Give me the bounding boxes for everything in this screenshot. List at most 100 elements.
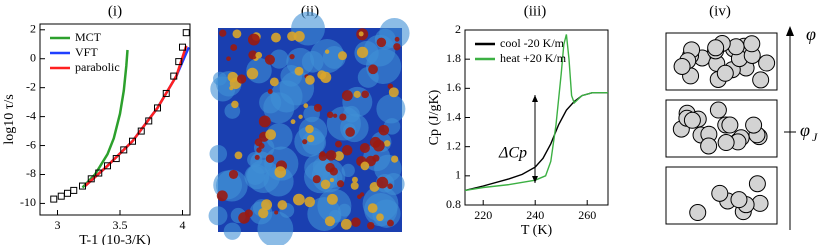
data-point — [70, 186, 78, 194]
blob — [387, 83, 394, 90]
blob — [306, 134, 315, 143]
data-point — [179, 43, 186, 51]
particle — [716, 64, 734, 82]
arrow-head — [532, 176, 538, 183]
blob — [329, 178, 334, 183]
legend-label: VFT — [75, 45, 98, 59]
blob — [267, 88, 273, 94]
blob — [334, 151, 344, 161]
annotation: ΔCp — [498, 145, 527, 162]
blob — [311, 158, 346, 193]
data-point — [182, 29, 190, 37]
series-line — [464, 34, 608, 192]
blob — [367, 203, 378, 214]
blob — [274, 210, 279, 215]
y-tick-label: 1.8 — [446, 51, 461, 65]
blob — [294, 66, 304, 76]
particle — [721, 116, 739, 134]
blob — [312, 175, 321, 184]
blob — [382, 173, 405, 196]
blob — [257, 211, 294, 247]
phi-j-label: φ — [800, 120, 810, 140]
data-point — [145, 117, 153, 125]
blob — [359, 142, 370, 153]
blob — [345, 127, 355, 137]
blob — [304, 196, 316, 208]
blob — [376, 94, 406, 124]
arrow-head — [786, 26, 794, 36]
blob — [333, 113, 338, 118]
blob — [391, 155, 399, 163]
blob — [216, 190, 228, 202]
blob — [372, 199, 401, 228]
blob — [264, 54, 275, 65]
blob — [313, 103, 322, 112]
blob — [324, 216, 336, 227]
blob — [271, 32, 281, 43]
blob — [236, 74, 247, 84]
blob — [325, 162, 335, 173]
y-tick-label: 1.4 — [446, 109, 461, 123]
box — [665, 32, 778, 91]
blob — [357, 194, 362, 200]
simulation-snapshot — [208, 11, 410, 247]
blob — [372, 139, 385, 152]
blob — [351, 217, 361, 227]
series-line — [464, 92, 608, 192]
phi-label: φ — [806, 24, 816, 44]
blob — [290, 119, 296, 125]
particle — [745, 116, 763, 134]
blob — [303, 103, 309, 109]
blob — [340, 218, 352, 230]
blob — [229, 86, 234, 91]
x-tick-label: 4 — [180, 218, 186, 232]
data-point — [175, 58, 183, 66]
y-tick-label: -8 — [26, 166, 36, 180]
x-axis-label: T (K) — [521, 223, 553, 238]
blob — [325, 150, 337, 161]
blob — [337, 51, 347, 61]
data-point — [129, 137, 136, 145]
y-tick-label: -10 — [20, 195, 36, 209]
blob — [378, 124, 390, 136]
blob — [232, 29, 242, 39]
blob — [254, 154, 260, 160]
particle — [683, 111, 701, 129]
blob — [265, 129, 277, 140]
blob — [274, 166, 287, 178]
blob — [209, 145, 228, 163]
blob — [342, 145, 353, 156]
particle — [689, 204, 707, 222]
blob — [317, 70, 327, 80]
box — [665, 99, 778, 158]
blob — [269, 77, 279, 87]
particle — [707, 39, 725, 57]
legend-label: cool -20 K/m — [500, 36, 565, 50]
blob — [234, 151, 243, 160]
data-point — [79, 182, 86, 190]
x-tick-label: 240 — [526, 208, 544, 222]
blob — [393, 43, 401, 51]
blob — [335, 140, 342, 148]
blob — [324, 49, 330, 54]
blob — [365, 48, 402, 85]
data-point — [64, 189, 71, 197]
particle — [758, 54, 776, 72]
blob — [231, 100, 239, 109]
series-line — [81, 49, 129, 189]
series-line — [84, 45, 188, 188]
data-point — [137, 127, 145, 135]
blob — [246, 67, 259, 80]
y-axis-label: log10 τ/s — [2, 94, 17, 144]
blob — [256, 147, 262, 153]
data-point — [162, 89, 170, 97]
blob — [388, 87, 399, 98]
y-tick-label: 1.6 — [446, 80, 461, 94]
blob — [219, 29, 227, 37]
particle — [752, 71, 770, 89]
blob — [298, 114, 303, 119]
packing-diagram: φ φ J — [665, 24, 818, 230]
blob — [383, 140, 391, 147]
blob — [255, 51, 263, 59]
